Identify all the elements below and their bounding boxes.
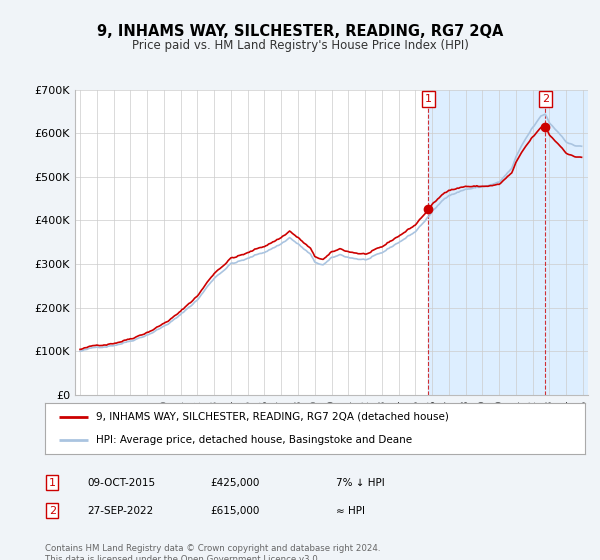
Text: 1: 1	[49, 478, 56, 488]
Text: 09-OCT-2015: 09-OCT-2015	[87, 478, 155, 488]
Text: 1: 1	[425, 94, 432, 104]
Text: 9, INHAMS WAY, SILCHESTER, READING, RG7 2QA: 9, INHAMS WAY, SILCHESTER, READING, RG7 …	[97, 24, 503, 39]
Text: 2: 2	[542, 94, 549, 104]
Text: 9, INHAMS WAY, SILCHESTER, READING, RG7 2QA (detached house): 9, INHAMS WAY, SILCHESTER, READING, RG7 …	[96, 412, 449, 422]
Text: HPI: Average price, detached house, Basingstoke and Deane: HPI: Average price, detached house, Basi…	[96, 435, 412, 445]
Text: 7% ↓ HPI: 7% ↓ HPI	[336, 478, 385, 488]
Text: £425,000: £425,000	[210, 478, 259, 488]
Text: ≈ HPI: ≈ HPI	[336, 506, 365, 516]
Text: Contains HM Land Registry data © Crown copyright and database right 2024.
This d: Contains HM Land Registry data © Crown c…	[45, 544, 380, 560]
Text: 27-SEP-2022: 27-SEP-2022	[87, 506, 153, 516]
Bar	[428, 90, 588, 395]
Text: £615,000: £615,000	[210, 506, 259, 516]
Text: Price paid vs. HM Land Registry's House Price Index (HPI): Price paid vs. HM Land Registry's House …	[131, 39, 469, 52]
Text: 2: 2	[49, 506, 56, 516]
